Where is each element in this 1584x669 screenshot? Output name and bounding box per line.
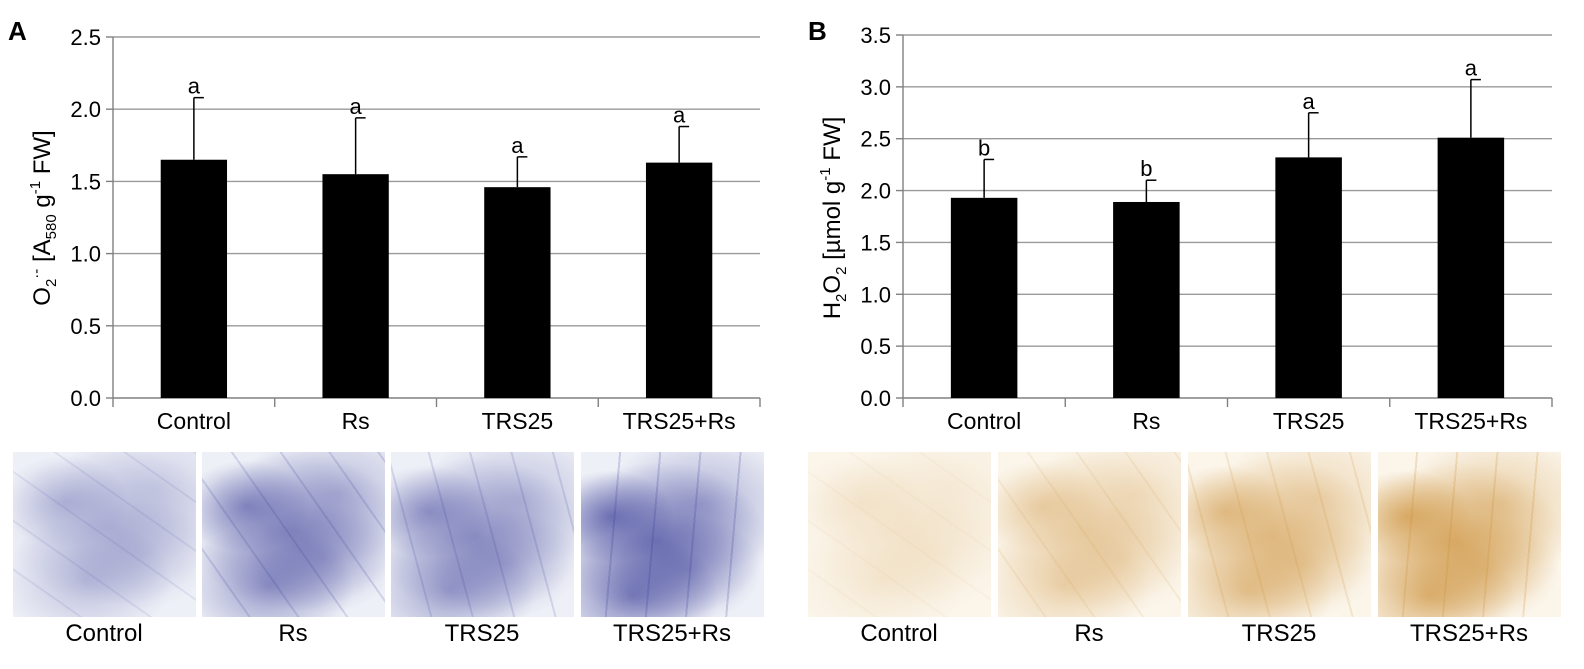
leaf-stain-photo (1188, 452, 1371, 617)
category-label: TRS25+Rs (1414, 408, 1527, 434)
category-label: Rs (1132, 408, 1160, 434)
bar (322, 174, 389, 398)
bar (1113, 201, 1180, 398)
significance-letter: a (673, 103, 686, 128)
photo-caption: TRS25 (1241, 620, 1317, 647)
panel-letter-a: A (8, 16, 27, 46)
photo-caption: Control (65, 620, 143, 647)
leaf-stain-photo (202, 452, 385, 617)
significance-letter: b (1140, 156, 1152, 181)
y-tick-label: 1.5 (860, 230, 891, 255)
significance-letter: a (188, 74, 201, 99)
significance-letter: b (978, 135, 990, 160)
photo-caption: Rs (278, 620, 308, 647)
y-tick-label: 0.0 (860, 386, 891, 411)
y-tick-label: 2.0 (70, 97, 101, 122)
panel-letter-b: B (808, 16, 827, 46)
photo-caption: Rs (1074, 620, 1104, 647)
y-axis-label-a: O2·- [A580 g-1 FW] (27, 130, 60, 305)
bar (1275, 157, 1342, 398)
y-tick-label: 2.5 (860, 127, 891, 152)
y-tick-label: 0.0 (70, 386, 101, 411)
significance-letter: a (1465, 56, 1478, 81)
chart-superoxide: 0.0 0.5 1.0 1.5 2.0 2.5 a Control a Rs a TRS25 a TRS2… (70, 25, 761, 434)
bar (645, 162, 713, 398)
chart-hydrogen-peroxide: 0.0 0.5 1.0 1.5 2.0 2.5 3.0 3.5 b Control b Rs a TRS2… (860, 23, 1553, 434)
y-axis-label-b: H2O2 [µmol g-1 FW] (817, 117, 850, 320)
bar (950, 197, 1018, 398)
category-label: Rs (342, 408, 370, 434)
photo-caption: TRS25 (444, 620, 520, 647)
y-tick-label: 2.5 (70, 25, 101, 50)
category-label: Control (157, 408, 231, 434)
photo-caption: Control (860, 620, 938, 647)
photo-caption: TRS25+Rs (1409, 620, 1529, 647)
leaf-stain-photo (808, 452, 991, 617)
leaf-stain-photo (391, 452, 574, 617)
significance-letter: a (1303, 89, 1316, 114)
significance-letter: a (511, 133, 524, 158)
y-tick-label: 1.0 (70, 242, 101, 267)
y-tick-label: 1.5 (70, 169, 101, 194)
category-label: Control (947, 408, 1021, 434)
category-label: TRS25+Rs (623, 408, 736, 434)
leaf-stain-photo (13, 452, 196, 617)
bar (1437, 137, 1505, 399)
photo-caption: TRS25+Rs (612, 620, 732, 647)
y-tick-label: 2.0 (860, 179, 891, 204)
bar (160, 159, 228, 398)
leaf-stain-photo (1378, 452, 1561, 617)
leaf-stain-photo (581, 452, 764, 617)
significance-letter: a (350, 94, 363, 119)
y-tick-label: 0.5 (70, 314, 101, 339)
y-tick-label: 3.0 (860, 75, 891, 100)
category-label: TRS25 (482, 408, 554, 434)
y-tick-label: 0.5 (860, 334, 891, 359)
y-tick-label: 3.5 (860, 23, 891, 48)
bar (484, 187, 551, 398)
leaf-stain-photo (998, 452, 1181, 617)
y-tick-label: 1.0 (860, 282, 891, 307)
category-label: TRS25 (1273, 408, 1345, 434)
